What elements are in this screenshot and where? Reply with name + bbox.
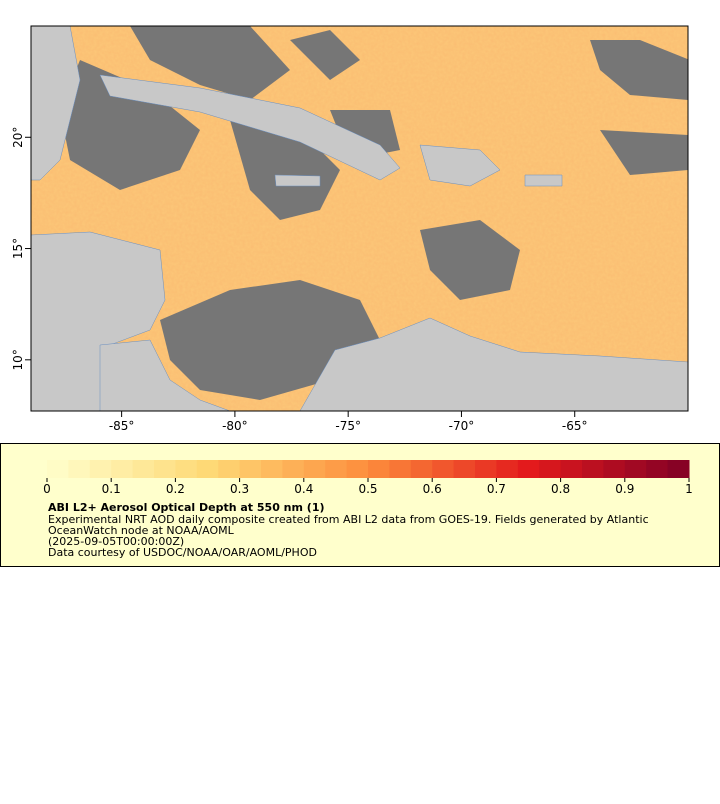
colorbar-tick-label: 0 bbox=[43, 482, 51, 496]
colorbar-segment bbox=[496, 460, 519, 478]
colorbar-segment bbox=[539, 460, 562, 478]
colorbar-segment bbox=[239, 460, 262, 478]
colorbar-segment bbox=[517, 460, 540, 478]
colorbar-segment bbox=[432, 460, 455, 478]
y-tick-label: 10° bbox=[11, 349, 25, 370]
x-tick-label: -65° bbox=[562, 419, 588, 433]
colorbar-segment bbox=[325, 460, 348, 478]
legend-line: OceanWatch node at NOAA/AOML bbox=[48, 524, 235, 537]
colorbar-tick-label: 1 bbox=[685, 482, 693, 496]
colorbar-segment bbox=[47, 460, 69, 478]
legend-line: Experimental NRT AOD daily composite cre… bbox=[48, 513, 649, 526]
y-tick-label: 15° bbox=[11, 238, 25, 259]
colorbar-segment bbox=[624, 460, 647, 478]
colorbar-segment bbox=[303, 460, 326, 478]
x-tick-label: -85° bbox=[109, 419, 135, 433]
colorbar-tick-label: 0.8 bbox=[551, 482, 570, 496]
colorbar-segment bbox=[132, 460, 155, 478]
colorbar-tick-label: 0.6 bbox=[423, 482, 442, 496]
map-frame bbox=[30, 25, 689, 412]
x-tick-label: -70° bbox=[449, 419, 475, 433]
colorbar-tick-label: 0.4 bbox=[294, 482, 313, 496]
colorbar-segment bbox=[667, 460, 690, 478]
colorbar-segment bbox=[560, 460, 583, 478]
colorbar-tick-label: 0.1 bbox=[102, 482, 121, 496]
colorbar-segment bbox=[346, 460, 369, 478]
colorbar-segment bbox=[175, 460, 198, 478]
colorbar-segment bbox=[603, 460, 626, 478]
x-tick-label: -80° bbox=[222, 419, 248, 433]
y-tick-label: 20° bbox=[11, 127, 25, 148]
legend-line: (2025-09-05T00:00:00Z) bbox=[48, 535, 184, 548]
colorbar-segment bbox=[582, 460, 604, 478]
colorbar-segment bbox=[646, 460, 669, 478]
colorbar-tick-label: 0.2 bbox=[166, 482, 185, 496]
colorbar-segment bbox=[368, 460, 390, 478]
colorbar-segment bbox=[218, 460, 241, 478]
colorbar-segment bbox=[475, 460, 497, 478]
colorbar-segment bbox=[453, 460, 476, 478]
colorbar-segment bbox=[410, 460, 433, 478]
colorbar-segment bbox=[196, 460, 219, 478]
colorbar-segment bbox=[261, 460, 283, 478]
colorbar-segment bbox=[389, 460, 412, 478]
colorbar-tick-label: 0.5 bbox=[358, 482, 377, 496]
legend-line: Data courtesy of USDOC/NOAA/OAR/AOML/PHO… bbox=[48, 546, 317, 559]
legend-title: ABI L2+ Aerosol Optical Depth at 550 nm … bbox=[48, 501, 325, 514]
colorbar-tick-label: 0.7 bbox=[487, 482, 506, 496]
colorbar-segment bbox=[154, 460, 176, 478]
colorbar-segment bbox=[89, 460, 112, 478]
colorbar-tick-label: 0.3 bbox=[230, 482, 249, 496]
colorbar-segment bbox=[282, 460, 305, 478]
map-image bbox=[31, 26, 688, 411]
colorbar-tick-label: 0.9 bbox=[615, 482, 634, 496]
colorbar-segment bbox=[111, 460, 134, 478]
colorbar-segment bbox=[68, 460, 91, 478]
x-tick-label: -75° bbox=[335, 419, 361, 433]
